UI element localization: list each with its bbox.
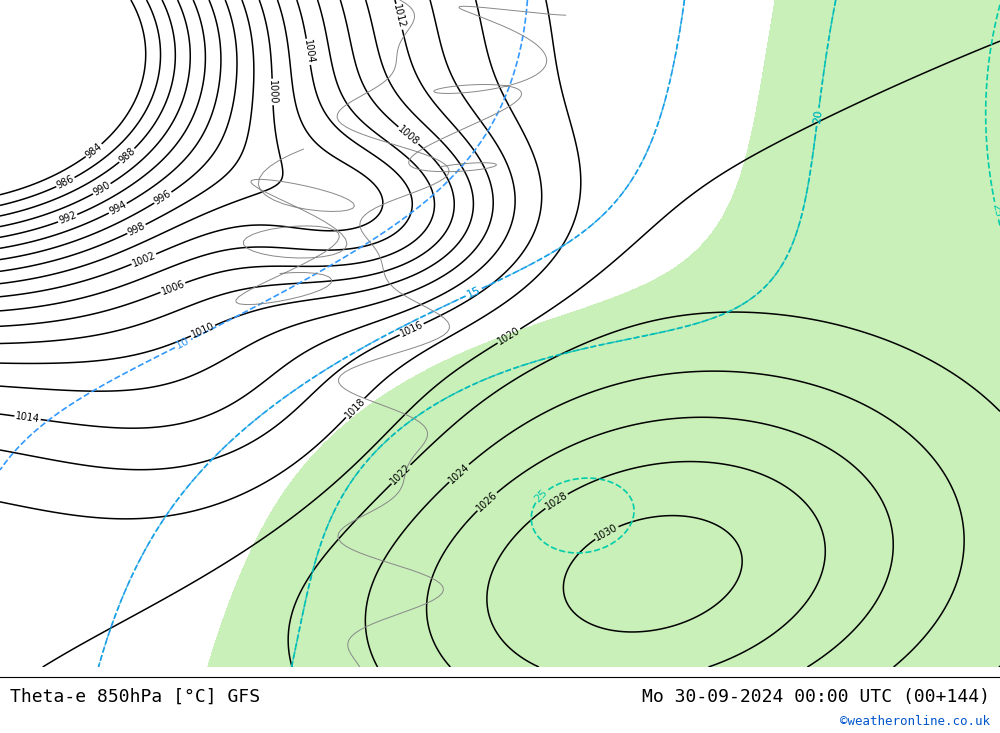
Text: 1018: 1018 xyxy=(343,396,367,420)
Text: 20: 20 xyxy=(812,109,824,125)
Text: 1004: 1004 xyxy=(302,39,315,65)
Text: 1028: 1028 xyxy=(543,490,569,512)
Text: 20: 20 xyxy=(812,109,824,125)
Text: 1030: 1030 xyxy=(593,522,620,542)
Text: 992: 992 xyxy=(57,210,78,226)
Text: 988: 988 xyxy=(117,146,137,166)
Text: 1014: 1014 xyxy=(15,411,40,424)
Text: 996: 996 xyxy=(152,188,173,207)
Text: 1022: 1022 xyxy=(389,462,413,487)
Text: 986: 986 xyxy=(55,174,76,191)
Text: 984: 984 xyxy=(84,141,104,160)
Text: 25: 25 xyxy=(533,487,550,504)
Text: 994: 994 xyxy=(107,199,128,217)
Text: 1016: 1016 xyxy=(398,320,425,339)
Text: Mo 30-09-2024 00:00 UTC (00+144): Mo 30-09-2024 00:00 UTC (00+144) xyxy=(642,688,990,706)
Text: 1006: 1006 xyxy=(160,279,186,297)
Text: 25: 25 xyxy=(990,202,1000,218)
Text: 1002: 1002 xyxy=(131,250,157,268)
Text: ©weatheronline.co.uk: ©weatheronline.co.uk xyxy=(840,715,990,728)
Text: 1020: 1020 xyxy=(496,325,522,347)
Text: 1026: 1026 xyxy=(475,490,499,514)
Text: 15: 15 xyxy=(465,285,482,300)
Text: 1024: 1024 xyxy=(446,461,471,485)
Text: 1012: 1012 xyxy=(392,4,407,30)
Text: 1010: 1010 xyxy=(190,321,216,340)
Text: 10: 10 xyxy=(174,336,191,351)
Text: Theta-e 850hPa [°C] GFS: Theta-e 850hPa [°C] GFS xyxy=(10,688,260,706)
Text: 15: 15 xyxy=(465,285,482,300)
Text: 990: 990 xyxy=(91,180,112,198)
Text: 998: 998 xyxy=(126,221,147,237)
Text: 1000: 1000 xyxy=(267,79,278,104)
Text: 1008: 1008 xyxy=(396,124,421,147)
